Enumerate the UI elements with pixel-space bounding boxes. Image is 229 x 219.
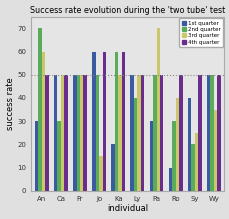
Bar	[156, 28, 159, 191]
Bar	[206, 75, 210, 191]
Bar	[137, 75, 140, 191]
Bar	[64, 75, 68, 191]
Bar	[172, 121, 175, 191]
Title: Success rate evolution during the 'two tube' test: Success rate evolution during the 'two t…	[30, 5, 224, 14]
Bar	[210, 75, 213, 191]
Bar	[57, 121, 61, 191]
Bar	[175, 98, 178, 191]
Bar	[159, 75, 163, 191]
Bar	[111, 144, 114, 191]
Bar	[149, 121, 153, 191]
Bar	[197, 75, 201, 191]
Bar	[45, 75, 48, 191]
Bar	[92, 51, 95, 191]
Bar	[76, 75, 80, 191]
Bar	[118, 75, 121, 191]
Bar	[178, 75, 182, 191]
Bar	[38, 28, 41, 191]
X-axis label: individual: individual	[107, 205, 148, 214]
Bar	[73, 75, 76, 191]
Legend: 1st quarter, 2nd quarter, 3rd quarter, 4th quarter: 1st quarter, 2nd quarter, 3rd quarter, 4…	[179, 18, 222, 47]
Bar	[99, 156, 102, 191]
Bar	[114, 51, 118, 191]
Bar	[191, 144, 194, 191]
Bar	[187, 98, 191, 191]
Bar	[130, 75, 133, 191]
Bar	[168, 168, 172, 191]
Bar	[102, 51, 106, 191]
Bar	[121, 51, 125, 191]
Bar	[133, 98, 137, 191]
Bar	[41, 51, 45, 191]
Y-axis label: success rate: success rate	[5, 77, 14, 130]
Bar	[216, 75, 220, 191]
Bar	[83, 75, 87, 191]
Bar	[153, 75, 156, 191]
Bar	[54, 75, 57, 191]
Bar	[95, 75, 99, 191]
Bar	[80, 75, 83, 191]
Bar	[194, 133, 197, 191]
Bar	[61, 75, 64, 191]
Bar	[140, 75, 144, 191]
Bar	[35, 121, 38, 191]
Bar	[213, 110, 216, 191]
